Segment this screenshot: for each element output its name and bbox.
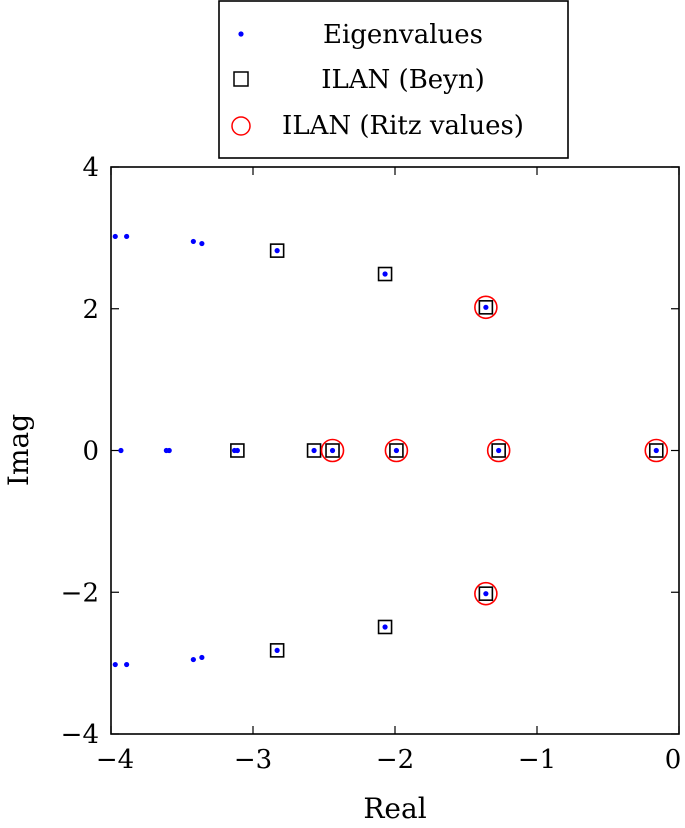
- eigenvalue-point: [382, 271, 388, 277]
- eigenvalue-point: [329, 447, 336, 454]
- x-tick-label: −1: [518, 745, 556, 775]
- legend-eigenvalues-label: Eigenvalues: [323, 20, 483, 50]
- eigenvalue-point: [112, 661, 118, 668]
- legend: Eigenvalues ILAN (Beyn) ILAN (Ritz value…: [218, 0, 569, 159]
- eigenvalue-point: [653, 447, 659, 454]
- axis-ticks: [110, 166, 680, 735]
- ritz-value-marker: [320, 438, 345, 463]
- eigenvalue-point: [199, 654, 205, 661]
- legend-ritz-marker: [231, 116, 251, 136]
- eigenvalue-point: [382, 624, 388, 630]
- beyn-marker: [230, 443, 245, 458]
- eigenvalue-point: [234, 447, 240, 454]
- eigenvalue-point: [496, 447, 502, 454]
- eigenvalue-point: [483, 304, 489, 310]
- beyn-marker: [306, 443, 322, 458]
- ritz-value-marker: [486, 438, 511, 463]
- eigenvalue-point: [112, 233, 118, 240]
- eigenvalue-point: [311, 447, 317, 454]
- x-tick-label: −4: [96, 745, 134, 775]
- x-axis-label: Real: [363, 792, 426, 825]
- y-tick-label: −4: [61, 720, 99, 750]
- ritz-value-marker: [474, 295, 498, 320]
- x-tick-label: −2: [376, 745, 414, 775]
- legend-beyn-marker: [233, 71, 249, 87]
- beyn-marker: [478, 300, 494, 315]
- legend-ritz-label: ILAN (Ritz values): [282, 111, 524, 141]
- y-tick-label: 2: [82, 295, 99, 325]
- legend-box: [218, 0, 569, 159]
- x-tick-label: −3: [234, 745, 272, 775]
- legend-beyn-label: ILAN (Beyn): [321, 65, 485, 95]
- eigenvalue-point: [393, 447, 400, 454]
- beyn-marker: [377, 619, 393, 635]
- eigenvalue-point: [190, 238, 196, 245]
- eigenvalue-point: [166, 447, 172, 454]
- beyn-marker: [325, 443, 340, 458]
- ritz-value-marker: [644, 438, 669, 463]
- beyn-marker: [491, 443, 506, 458]
- ritz-value-marker: [384, 438, 409, 463]
- eigenvalue-point: [118, 447, 124, 454]
- beyn-marker: [269, 243, 285, 258]
- ilan-beyn-series: [230, 243, 664, 658]
- ritz-value-marker: [474, 581, 498, 606]
- eigenvalue-point: [483, 591, 489, 597]
- eigenvalue-point: [199, 240, 205, 247]
- ilan-ritz-series: [320, 295, 669, 606]
- beyn-marker: [377, 266, 393, 282]
- x-tick-label: 0: [665, 745, 682, 775]
- beyn-marker: [389, 443, 404, 458]
- y-tick-label: −2: [61, 578, 99, 608]
- beyn-marker: [478, 586, 494, 601]
- eigenvalue-point: [274, 647, 280, 653]
- beyn-marker: [269, 643, 285, 658]
- eigenvalue-point: [190, 656, 196, 663]
- beyn-marker: [648, 443, 664, 458]
- y-tick-labels: −4 −2 0 2 4: [61, 153, 99, 750]
- y-tick-label: 0: [82, 437, 99, 467]
- eigenvalue-point: [124, 661, 130, 668]
- y-tick-label: 4: [82, 153, 99, 183]
- y-axis-label: Imag: [2, 414, 35, 486]
- eigenvalue-point: [124, 233, 130, 240]
- legend-eigenvalues-marker: [238, 31, 244, 37]
- eigenvalue-point: [274, 248, 280, 254]
- eigenvalues-series: [112, 233, 659, 668]
- x-tick-labels: −4 −3 −2 −1 0: [96, 745, 681, 775]
